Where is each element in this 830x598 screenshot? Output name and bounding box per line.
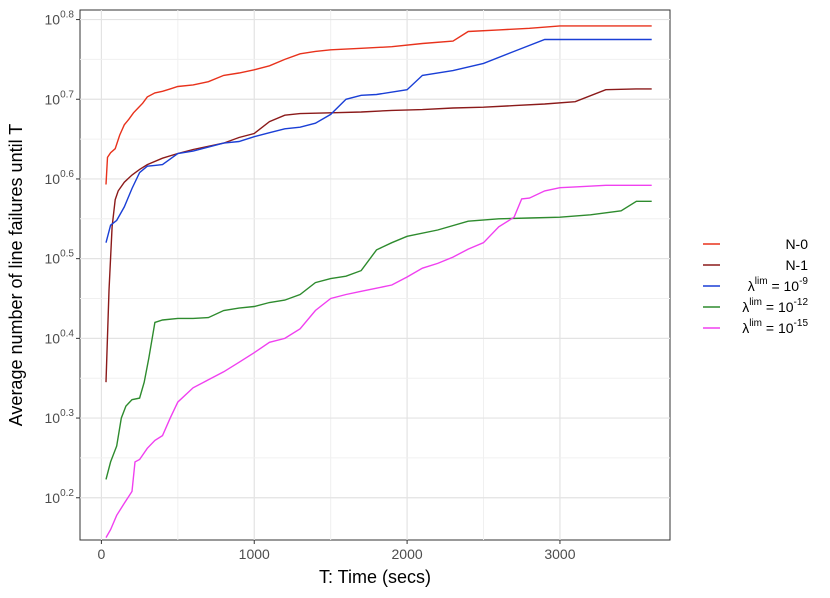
y-axis: 100.2 100.3 100.4 100.5 100.6 100.7 100.8 [45, 10, 80, 506]
y-tick-label: 100.6 [45, 169, 75, 187]
y-axis-title: Average number of line failures until T [6, 124, 26, 427]
legend-label-2: λlim = 10-9 [748, 276, 809, 294]
plot-panel [79, 9, 671, 541]
legend-label-0: N-0 [785, 236, 808, 252]
x-tick-label: 0 [98, 546, 106, 562]
x-tick-label: 1000 [239, 546, 270, 562]
grid [80, 10, 670, 540]
y-tick-label: 100.3 [45, 408, 75, 426]
x-tick-label: 2000 [392, 546, 423, 562]
y-tick-label: 100.5 [45, 249, 75, 267]
legend: N-0 N-1 λlim = 10-9 λlim = 10-12 λlim = 10-1… [703, 236, 808, 336]
series-line-2 [105, 38, 652, 243]
x-tick-label: 3000 [544, 546, 575, 562]
y-tick-label: 100.7 [45, 89, 75, 107]
y-tick-label: 100.4 [45, 328, 75, 346]
legend-label-1: N-1 [785, 257, 808, 273]
x-axis: 0 1000 2000 3000 [98, 540, 576, 562]
legend-label-4: λlim = 10-15 [742, 318, 808, 336]
series-line-3 [105, 200, 652, 480]
y-tick-label: 100.2 [45, 488, 75, 506]
x-axis-title: T: Time (secs) [319, 567, 431, 587]
series-line-0 [105, 25, 652, 185]
series-layer [105, 25, 652, 538]
series-line-4 [105, 184, 652, 538]
legend-label-3: λlim = 10-12 [742, 297, 808, 315]
y-tick-label: 100.8 [45, 10, 75, 28]
series-line-1 [105, 88, 652, 383]
